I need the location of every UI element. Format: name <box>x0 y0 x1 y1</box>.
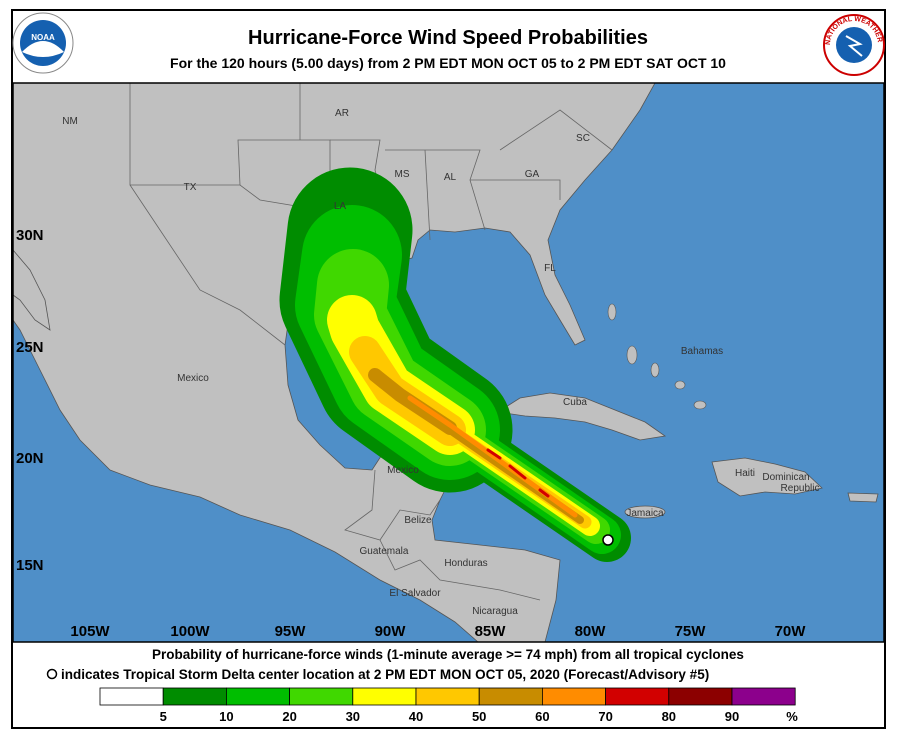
place-label: Republic <box>781 483 820 494</box>
lon-labels: 105W 100W 95W 90W 85W 80W 75W 70W <box>70 623 806 640</box>
legend-label: 80 <box>662 709 676 724</box>
puerto-rico <box>847 492 879 503</box>
cuba <box>496 392 667 441</box>
legend-label: 30 <box>346 709 360 724</box>
legend-label: 90 <box>725 709 739 724</box>
map-border <box>12 82 885 643</box>
place-label: AR <box>335 108 349 119</box>
legend-label: 5 <box>160 709 167 724</box>
legend-swatch <box>225 687 290 706</box>
lon-label: 100W <box>170 623 210 640</box>
lat-label: 30N <box>16 227 44 244</box>
legend-swatch <box>162 687 227 706</box>
bahamas <box>607 303 707 410</box>
place-label: Nicaragua <box>472 606 518 617</box>
storm-center <box>602 534 614 546</box>
place-label: El Salvador <box>389 588 441 599</box>
place-label: TX <box>184 182 197 193</box>
place-label: GA <box>525 169 540 180</box>
legend-swatch <box>478 687 543 706</box>
mainland <box>13 83 656 642</box>
hispaniola <box>711 457 823 497</box>
noaa-text: NOAA <box>31 33 55 42</box>
storm-symbol <box>46 668 58 680</box>
lon-label: 70W <box>775 623 807 640</box>
lat-label: 20N <box>16 450 44 467</box>
legend-swatch <box>542 687 607 706</box>
lon-label: 95W <box>275 623 307 640</box>
legend-swatch <box>731 687 796 706</box>
legend-label: 70 <box>598 709 612 724</box>
legend-swatch <box>289 687 354 706</box>
legend-swatch <box>605 687 670 706</box>
place-label: Mexico <box>177 373 209 384</box>
lon-label: 75W <box>675 623 707 640</box>
lat-label: 25N <box>16 339 44 356</box>
legend-label: 40 <box>409 709 423 724</box>
lon-label: 85W <box>475 623 507 640</box>
baja <box>13 249 51 331</box>
place-label: Guatemala <box>360 546 409 557</box>
lon-label: 105W <box>70 623 110 640</box>
noaa-logo: NOAA <box>12 12 74 74</box>
map: NM TX AR MS AL GA SC LA FL Mexico Bahama… <box>13 83 884 642</box>
lat-label: 15N <box>16 557 44 574</box>
legend-label: 20 <box>282 709 296 724</box>
place-label: NM <box>62 116 78 127</box>
footer-line1: Probability of hurricane-force winds (1-… <box>152 647 744 662</box>
place-label: Jamaica <box>626 508 664 519</box>
legend-label: 50 <box>472 709 486 724</box>
place-label: FL <box>544 263 556 274</box>
legend-swatch <box>415 687 480 706</box>
place-label: Belize <box>404 515 432 526</box>
footer-line2: indicates Tropical Storm Delta center lo… <box>61 667 709 682</box>
subtitle: For the 120 hours (5.00 days) from 2 PM … <box>170 55 726 71</box>
place-label: Mexico <box>387 465 419 476</box>
legend-unit: % <box>786 709 798 724</box>
legend-label: 60 <box>535 709 549 724</box>
place-label: LA <box>334 201 347 212</box>
jamaica <box>624 505 666 519</box>
place-label: MS <box>395 169 410 180</box>
legend-label: 10 <box>219 709 233 724</box>
place-label: Cuba <box>563 397 587 408</box>
lon-label: 90W <box>375 623 407 640</box>
title: Hurricane-Force Wind Speed Probabilities <box>248 27 648 49</box>
legend-swatch <box>352 687 417 706</box>
place-label: Haiti <box>735 468 755 479</box>
legend-swatch <box>668 687 733 706</box>
legend-swatch <box>99 687 164 706</box>
place-label: Dominican <box>762 472 809 483</box>
place-label: SC <box>576 133 590 144</box>
place-label: Honduras <box>444 558 487 569</box>
place-label: Bahamas <box>681 346 723 357</box>
swath <box>279 167 631 562</box>
lon-label: 80W <box>575 623 607 640</box>
place-label: AL <box>444 172 457 183</box>
legend: 5 10 20 30 40 50 60 70 80 90% <box>99 687 798 724</box>
